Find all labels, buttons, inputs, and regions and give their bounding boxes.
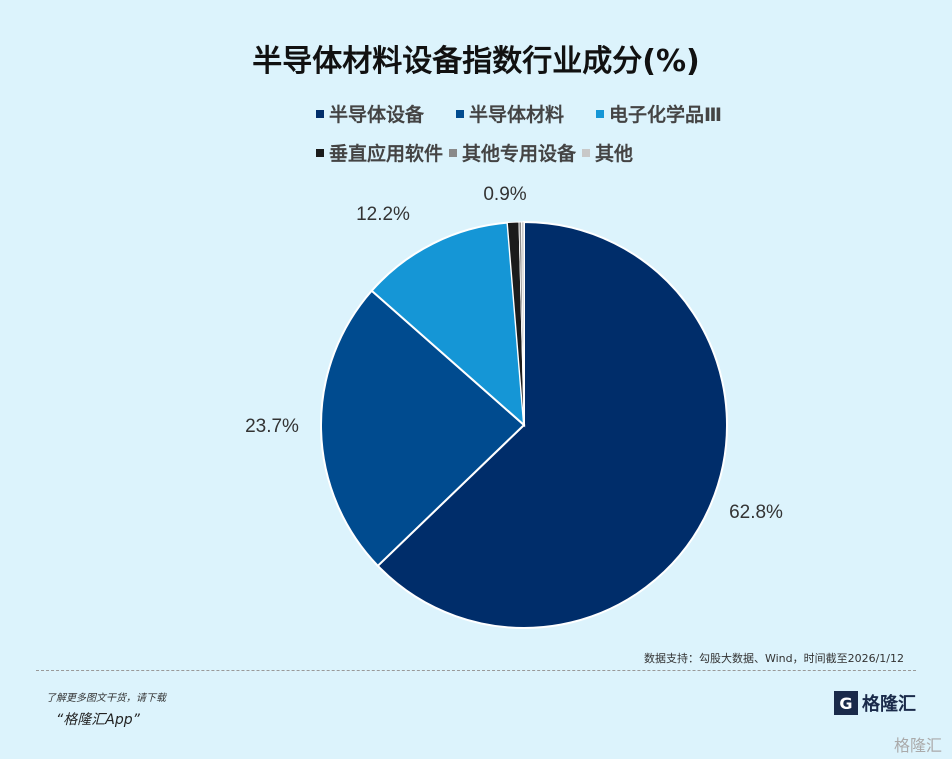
data-label: 62.8%: [729, 502, 783, 523]
brand-logo: G 格隆汇: [834, 690, 916, 716]
logo-text: 格隆汇: [862, 694, 916, 715]
legend-label: 垂直应用软件: [329, 143, 444, 165]
legend-swatch: [316, 148, 324, 157]
legend-label: 其他专用设备: [462, 143, 577, 165]
data-label: 12.2%: [356, 204, 410, 225]
promo-text: 了解更多图文干货，请下载: [46, 693, 166, 704]
legend-label: 其他: [595, 143, 634, 165]
watermark: 格隆汇: [893, 736, 942, 755]
pie-slice: [376, 220, 728, 629]
legend-row-2: 垂直应用软件 其他专用设备 其他: [316, 139, 633, 166]
pie-slice: [521, 221, 525, 426]
legend-label: 半导体材料: [469, 104, 565, 126]
legend-label: 半导体设备: [329, 104, 425, 126]
legend-item: 垂直应用软件: [316, 139, 443, 166]
legend-item: 其他: [582, 139, 633, 166]
data-label: 0.9%: [483, 184, 526, 205]
promo-app-name: “格隆汇App”: [56, 712, 140, 728]
legend-swatch: [582, 148, 591, 157]
legend-item: 电子化学品Ⅲ: [596, 100, 722, 127]
pie-slice: [320, 289, 526, 568]
legend-swatch: [596, 109, 605, 118]
legend-item: 半导体材料: [456, 100, 564, 127]
legend-label: 电子化学品Ⅲ: [609, 104, 722, 126]
legend-swatch: [449, 148, 458, 157]
legend-item: 其他专用设备: [449, 139, 576, 166]
source-note: 数据支持：勾股大数据、Wind，时间截至2026/1/12: [643, 652, 904, 665]
chart-title: 半导体材料设备指数行业成分(%): [252, 44, 700, 79]
divider: [36, 670, 916, 671]
legend-row-1: 半导体设备 半导体材料 电子化学品Ⅲ: [316, 100, 722, 127]
legend-swatch: [456, 109, 465, 118]
data-label: 23.7%: [245, 416, 299, 437]
pie-slice: [370, 221, 526, 428]
legend-swatch: [316, 109, 324, 118]
legend-item: 半导体设备: [316, 100, 424, 127]
logo-g-icon: G: [834, 691, 858, 715]
